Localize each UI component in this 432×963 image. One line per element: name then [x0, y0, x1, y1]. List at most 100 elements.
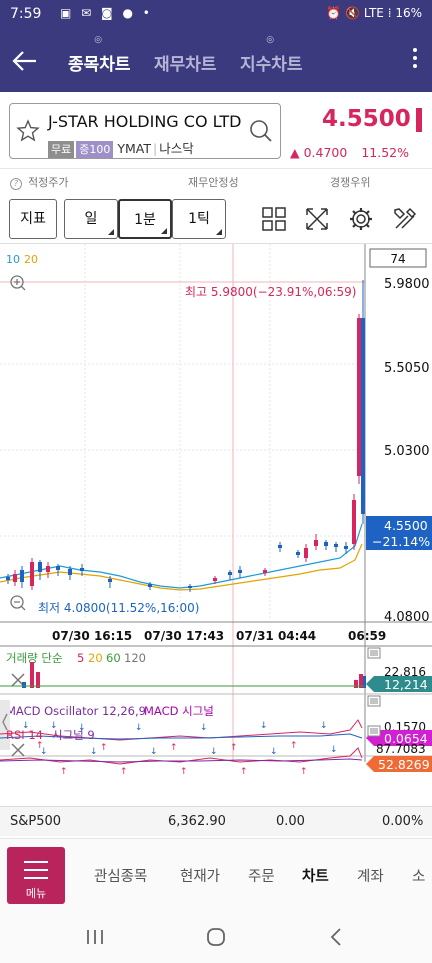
rsi-panel[interactable]: RSI 14 시그널 9 87.7083 ↓ ↓ ↓ ↓ ↓ ↓ ↑ ↑ ↑ ↑ ↑ 52.826… [0, 724, 432, 780]
macd-signal-label: MACD 시그널 [144, 704, 214, 718]
candle [30, 558, 34, 590]
menu-button[interactable]: 메뉴 [7, 847, 65, 904]
home-icon[interactable] [204, 925, 228, 949]
zoom-out-icon[interactable] [10, 595, 26, 611]
rsi-label: RSI 14 [6, 728, 43, 742]
price-up-bar [416, 108, 422, 132]
ticker: YMAT [117, 141, 152, 156]
candle [361, 280, 365, 524]
chart-toolbar: 지표 일 1분 1틱 [0, 196, 432, 244]
candle [38, 560, 42, 580]
time-axis-4: 06:59 [348, 629, 386, 643]
settings-gear-icon[interactable] [348, 206, 374, 232]
fair-price-link[interactable]: ? 적정주가 [10, 174, 68, 190]
change-percent: 11.52% [361, 145, 409, 160]
more-menu-icon[interactable] [408, 44, 422, 76]
search-icon[interactable] [248, 118, 274, 144]
svg-text:↓: ↓ [260, 721, 268, 731]
rsi-menu-icon[interactable] [367, 725, 381, 737]
candle [46, 562, 50, 578]
current-price: 4.5500 [322, 106, 411, 132]
svg-text:↓: ↓ [40, 747, 48, 757]
rsi-signal-line [0, 758, 363, 763]
candle [357, 314, 361, 484]
recent-apps-icon[interactable] [83, 925, 107, 949]
period-minute-button[interactable]: 1분 [118, 199, 172, 239]
volume-axis-max: 22,816 [384, 665, 426, 679]
tools-icon[interactable] [392, 206, 418, 232]
period-tick-button[interactable]: 1틱 [172, 199, 226, 239]
stock-selector[interactable]: J-STAR HOLDING CO LTD 무료 증100 YMAT | 나스닥 [9, 103, 281, 159]
stock-name: J-STAR HOLDING CO LTD [48, 112, 242, 131]
nav-order[interactable]: 주문 [248, 869, 275, 885]
period-day-button[interactable]: 일 [64, 199, 118, 239]
index-value: 6,362.90 [168, 814, 226, 829]
candle [228, 570, 232, 580]
index-ticker-row[interactable]: S&P500 6,362.90 0.00 0.00% [0, 806, 432, 836]
candle [278, 542, 282, 552]
hamburger-icon [24, 861, 48, 885]
grid-layout-icon[interactable] [261, 206, 287, 232]
rsi-line [0, 747, 363, 765]
notification-icons: ▣ ✉ ◙ ● • [60, 6, 153, 20]
volume-ma120: 120 [124, 651, 146, 665]
volume-current-tag [366, 676, 432, 692]
candle [344, 542, 348, 554]
system-status-icons: ⏰ 🔇 LTE ⁞ 16% [326, 6, 422, 20]
competition-link[interactable]: 경쟁우위 [330, 176, 371, 189]
volume-bars [22, 662, 366, 688]
volume-ma60: 60 [106, 651, 121, 665]
candle [263, 568, 267, 576]
chart-area[interactable]: 10 20 74 최고 5.9800(−23.91%,06:59) 최저 4.0… [0, 244, 432, 838]
nav-chart[interactable]: 차트 [302, 869, 329, 885]
candle [314, 534, 318, 550]
indicator-button[interactable]: 지표 [9, 199, 57, 239]
nav-more[interactable]: 소 [412, 869, 426, 885]
price-axis-2: 5.5050 [384, 361, 430, 376]
svg-text:↓: ↓ [320, 721, 328, 731]
nav-account[interactable]: 계좌 [357, 869, 384, 885]
tab-financial-chart[interactable]: 재무차트 [154, 50, 217, 75]
volume-menu-icon[interactable] [367, 647, 381, 659]
svg-text:↑: ↑ [230, 743, 238, 753]
macd-label: MACD Oscillator 12,26,9 [6, 704, 146, 718]
candle [213, 576, 217, 584]
time-axis-1: 07/30 16:15 [52, 629, 132, 643]
star-icon[interactable] [15, 118, 41, 144]
volume-current-value: 12,214 [384, 677, 428, 692]
status-time: 7:59 [10, 6, 42, 22]
current-price-tag-value: 4.5500 [384, 518, 428, 533]
stability-link[interactable]: 재무안정성 [188, 176, 239, 189]
zoom-in-icon[interactable] [10, 275, 26, 291]
macd-scroll-handle[interactable] [0, 700, 10, 750]
svg-text:↓: ↓ [22, 721, 30, 731]
svg-text:↓: ↓ [210, 747, 218, 757]
tab-stock-chart[interactable]: ◎ 종목차트 [68, 35, 131, 75]
svg-text:↑: ↑ [290, 741, 298, 751]
market: 나스닥 [159, 141, 194, 156]
analysis-row: ? 적정주가 재무안정성 경쟁우위 [0, 168, 432, 192]
candle [352, 494, 356, 550]
tab-dot-icon: ◎ [94, 35, 103, 45]
svg-text:↓: ↓ [150, 747, 158, 757]
nav-current-price[interactable]: 현재가 [180, 869, 221, 885]
candle [334, 542, 338, 552]
stock-badges: 무료 증100 YMAT | 나스닥 [48, 138, 194, 158]
candle [56, 564, 60, 576]
ma20-label: 20 [24, 253, 38, 266]
index-change: 0.00 [276, 814, 305, 829]
macd-menu-icon[interactable] [367, 695, 381, 707]
count-box[interactable] [369, 248, 427, 268]
svg-text:↓: ↓ [135, 723, 143, 733]
chart-svg[interactable]: 10 20 74 최고 5.9800(−23.91%,06:59) 최저 4.0… [0, 244, 432, 806]
close-rsi-icon[interactable] [11, 743, 25, 757]
fullscreen-icon[interactable] [304, 206, 330, 232]
tab-index-chart[interactable]: ◎ 지수차트 [240, 35, 303, 75]
back-icon[interactable] [325, 925, 349, 949]
tab-label: 재무차트 [154, 55, 217, 75]
candle [108, 576, 112, 588]
back-arrow-icon[interactable] [8, 44, 42, 78]
svg-text:↑: ↑ [120, 767, 128, 777]
candle [304, 544, 308, 562]
nav-watchlist[interactable]: 관심종목 [94, 869, 148, 885]
